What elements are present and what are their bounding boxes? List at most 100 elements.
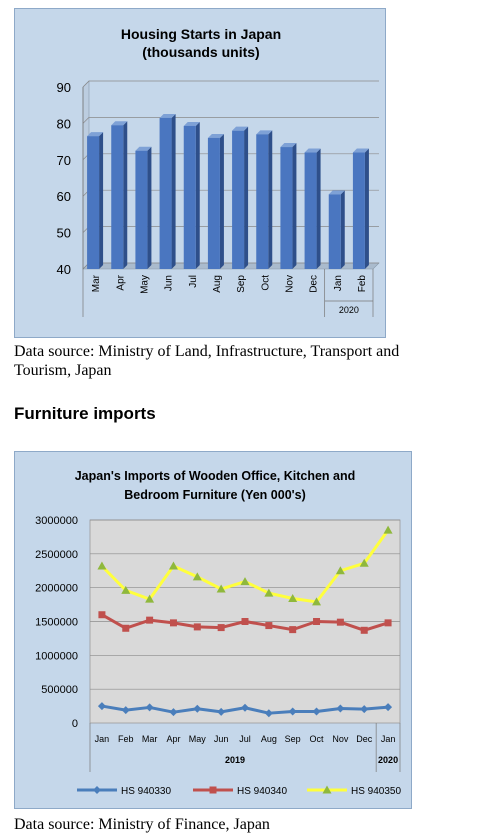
- chart2-point-0-12: [384, 703, 393, 712]
- chart1-bar-top-6: [232, 126, 249, 131]
- chart1-bar-side-11: [364, 148, 369, 269]
- chart1-xtick-label-3: Jun: [164, 275, 175, 291]
- chart1-gridline-5: [82, 80, 379, 88]
- chart1-bar-5: [207, 137, 220, 269]
- chart2-ytick-label-2: 1000000: [35, 650, 78, 662]
- chart1-bar-9: [304, 152, 317, 269]
- chart1-bar-top-7: [256, 130, 273, 135]
- chart2-point-2-0: [97, 561, 107, 570]
- chart2-point-1-1: [122, 624, 130, 632]
- chart1-xtick-label-10: Jan: [333, 275, 344, 291]
- chart2-point-0-9: [312, 707, 321, 716]
- chart1-bar-2: [135, 150, 148, 269]
- chart2-ytick-label-3: 1500000: [35, 617, 78, 629]
- chart2-point-2-3: [168, 561, 178, 570]
- chart2-xtick-label-10: Nov: [332, 734, 349, 744]
- chart1-bar-top-4: [183, 121, 200, 126]
- chart2-point-0-3: [169, 708, 178, 717]
- chart2-title-line1: Japan's Imports of Wooden Office, Kitche…: [75, 469, 356, 483]
- chart1-xtick-label-4: Jul: [188, 275, 199, 288]
- chart2-legend-marker-0: [93, 786, 101, 794]
- furniture-imports-plot: Japan's Imports of Wooden Office, Kitche…: [35, 469, 401, 797]
- chart1-bar-top-10: [328, 190, 345, 195]
- chart2-ytick-label-4: 2000000: [35, 583, 78, 595]
- chart1-xtick-label-8: Nov: [284, 275, 295, 293]
- chart1-xtick-label-11: Feb: [357, 275, 368, 293]
- chart2-xtick-label-5: Jun: [214, 734, 229, 744]
- chart2-point-0-8: [288, 707, 297, 716]
- chart2-point-1-4: [193, 623, 201, 631]
- chart1-gridline-4: [82, 117, 379, 124]
- chart2-xtick-label-7: Aug: [261, 734, 277, 744]
- chart2-point-2-6: [240, 577, 250, 586]
- chart1-bar-side-7: [268, 130, 273, 269]
- furniture-imports-chart: Japan's Imports of Wooden Office, Kitche…: [14, 451, 412, 809]
- chart1-bar-side-8: [292, 143, 297, 269]
- chart1-bar-3: [159, 117, 172, 269]
- chart2-point-2-11: [359, 558, 369, 567]
- chart2-point-1-6: [241, 618, 249, 625]
- chart2-group-label-1: 2020: [378, 755, 398, 765]
- housing-starts-chart: Housing Starts in Japan (thousands units)…: [14, 8, 386, 338]
- chart2-point-0-11: [360, 705, 369, 714]
- chart1-bar-top-2: [135, 146, 152, 151]
- chart2-xtick-label-6: Jul: [239, 734, 251, 744]
- chart2-xtick-label-1: Feb: [118, 734, 134, 744]
- chart1-bar-top-5: [207, 133, 224, 138]
- chart2-point-0-10: [336, 704, 345, 713]
- chart1-xtick-label-6: Sep: [236, 275, 247, 293]
- chart2-point-0-5: [217, 707, 226, 716]
- chart2-title-line2: Bedroom Furniture (Yen 000's): [124, 488, 305, 502]
- chart1-ytick-label-1: 50: [57, 226, 71, 241]
- chart1-bar-side-4: [195, 121, 200, 269]
- chart2-point-1-8: [289, 626, 297, 634]
- chart1-xtick-label-1: Apr: [115, 274, 126, 290]
- chart2-xtick-label-11: Dec: [356, 734, 373, 744]
- chart2-point-2-2: [145, 594, 155, 603]
- chart1-bar-10: [328, 194, 341, 269]
- chart2-legend-marker-2: [322, 785, 332, 794]
- chart2-point-2-10: [335, 566, 345, 575]
- chart2-point-2-5: [216, 584, 226, 593]
- chart2-legend-label-1: HS 940340: [237, 786, 287, 797]
- chart2-ytick-label-5: 2500000: [35, 549, 78, 561]
- chart2-legend-label-0: HS 940330: [121, 786, 171, 797]
- chart1-bar-top-9: [304, 148, 321, 153]
- source-note-housing: Data source: Ministry of Land, Infrastru…: [14, 342, 399, 380]
- chart1-xtick-label-0: Mar: [91, 274, 102, 292]
- chart2-point-2-8: [288, 593, 298, 602]
- housing-starts-plot: Housing Starts in Japan (thousands units)…: [57, 26, 380, 317]
- chart2-point-1-5: [217, 624, 225, 632]
- chart2-point-0-7: [264, 709, 273, 718]
- chart1-bar-top-0: [87, 132, 104, 137]
- chart2-xtick-label-9: Oct: [310, 734, 325, 744]
- chart2-point-1-12: [384, 619, 392, 627]
- chart1-bar-8: [280, 147, 293, 269]
- chart1-bar-6: [232, 130, 245, 269]
- section-heading-furniture: Furniture imports: [14, 404, 156, 423]
- source-note-housing-line1: Data source: Ministry of Land, Infrastru…: [14, 343, 400, 360]
- chart2-ytick-label-1: 500000: [41, 684, 78, 696]
- chart1-ytick-label-2: 60: [57, 189, 71, 204]
- chart1-bar-11: [352, 152, 365, 269]
- chart1-group-label: 2020: [339, 305, 359, 315]
- chart2-xtick-label-3: Apr: [166, 734, 180, 744]
- chart2-point-1-10: [336, 618, 344, 626]
- chart2-point-2-9: [312, 597, 322, 606]
- chart2-point-2-1: [121, 585, 131, 594]
- chart2-ytick-label-6: 3000000: [35, 515, 78, 527]
- chart2-point-0-6: [241, 703, 249, 712]
- chart2-point-0-4: [193, 704, 202, 713]
- chart1-ytick-label-3: 70: [57, 153, 71, 168]
- chart1-bar-side-2: [147, 146, 152, 269]
- chart1-title: Housing Starts in Japan: [121, 26, 281, 42]
- chart1-bar-top-3: [159, 113, 176, 118]
- chart2-xtick-label-4: May: [189, 734, 207, 744]
- chart1-xtick-label-5: Aug: [212, 275, 223, 293]
- chart1-bar-7: [256, 134, 269, 269]
- chart1-subtitle: (thousands units): [142, 44, 259, 60]
- chart2-point-2-7: [264, 588, 274, 597]
- chart2-xtick-label-12: Jan: [381, 734, 396, 744]
- chart2-point-1-9: [313, 618, 321, 625]
- chart2-point-0-2: [145, 703, 154, 712]
